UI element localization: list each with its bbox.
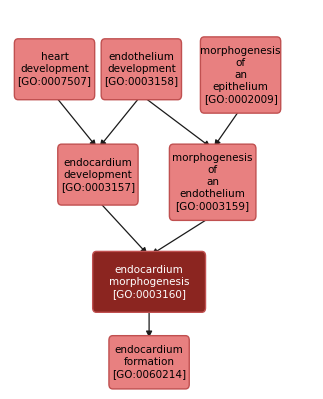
FancyBboxPatch shape xyxy=(169,144,256,220)
Text: endocardium
development
[GO:0003157]: endocardium development [GO:0003157] xyxy=(61,158,135,192)
FancyBboxPatch shape xyxy=(58,144,138,205)
FancyBboxPatch shape xyxy=(200,37,281,113)
FancyBboxPatch shape xyxy=(109,336,189,389)
Text: endothelium
development
[GO:0003158]: endothelium development [GO:0003158] xyxy=(104,52,178,86)
Text: morphogenesis
of
an
endothelium
[GO:0003159]: morphogenesis of an endothelium [GO:0003… xyxy=(172,153,253,211)
Text: endocardium
formation
[GO:0060214]: endocardium formation [GO:0060214] xyxy=(112,345,186,379)
Text: morphogenesis
of
an
epithelium
[GO:0002009]: morphogenesis of an epithelium [GO:00020… xyxy=(200,46,281,104)
Text: endocardium
morphogenesis
[GO:0003160]: endocardium morphogenesis [GO:0003160] xyxy=(109,265,189,299)
FancyBboxPatch shape xyxy=(14,39,95,100)
FancyBboxPatch shape xyxy=(93,251,205,312)
Text: heart
development
[GO:0007507]: heart development [GO:0007507] xyxy=(17,52,91,86)
FancyBboxPatch shape xyxy=(101,39,182,100)
